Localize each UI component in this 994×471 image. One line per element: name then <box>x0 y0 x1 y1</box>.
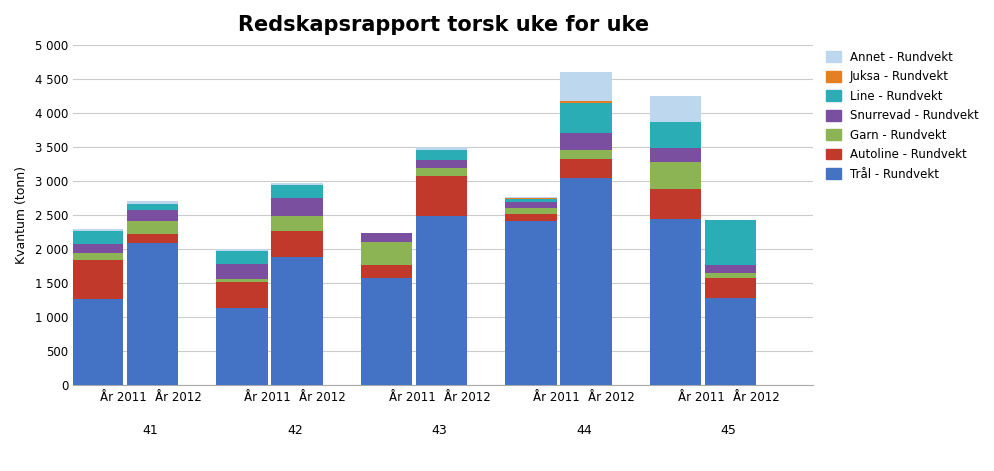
Bar <box>649 162 701 189</box>
Bar <box>72 231 123 244</box>
Bar <box>705 219 756 220</box>
Text: 44: 44 <box>577 424 592 437</box>
Bar <box>271 231 323 257</box>
Bar <box>505 214 557 220</box>
Bar <box>271 198 323 216</box>
Bar <box>505 197 557 198</box>
Bar <box>126 234 178 243</box>
Legend: Annet - Rundvekt, Juksa - Rundvekt, Line - Rundvekt, Snurrevad - Rundvekt, Garn : Annet - Rundvekt, Juksa - Rundvekt, Line… <box>826 51 979 181</box>
Bar <box>216 309 267 385</box>
Bar <box>560 159 611 178</box>
Bar <box>705 265 756 273</box>
Bar <box>560 104 611 133</box>
Bar <box>271 216 323 231</box>
Bar <box>271 257 323 385</box>
Bar <box>505 220 557 385</box>
Bar <box>415 216 467 385</box>
Bar <box>415 176 467 216</box>
Bar <box>560 72 611 101</box>
Bar <box>505 198 557 199</box>
Bar <box>126 243 178 385</box>
Text: 43: 43 <box>431 424 447 437</box>
Bar <box>649 148 701 162</box>
Bar <box>72 252 123 260</box>
Bar <box>415 160 467 168</box>
Bar <box>361 242 413 265</box>
Bar <box>72 300 123 385</box>
Bar <box>126 210 178 220</box>
Title: Redskapsrapport torsk uke for uke: Redskapsrapport torsk uke for uke <box>238 15 649 35</box>
Text: 41: 41 <box>143 424 158 437</box>
Bar <box>126 203 178 210</box>
Bar <box>361 265 413 278</box>
Y-axis label: Kvantum (tonn): Kvantum (tonn) <box>15 166 28 264</box>
Bar <box>560 101 611 104</box>
Bar <box>361 234 413 242</box>
Bar <box>271 185 323 198</box>
Bar <box>126 202 178 203</box>
Text: 45: 45 <box>721 424 737 437</box>
Bar <box>705 273 756 278</box>
Bar <box>505 202 557 208</box>
Bar <box>216 264 267 279</box>
Bar <box>649 189 701 219</box>
Bar <box>649 122 701 148</box>
Bar <box>415 150 467 160</box>
Bar <box>216 249 267 251</box>
Bar <box>216 251 267 264</box>
Bar <box>216 279 267 283</box>
Bar <box>415 168 467 176</box>
Bar <box>649 219 701 385</box>
Bar <box>126 220 178 234</box>
Bar <box>560 133 611 150</box>
Bar <box>705 278 756 298</box>
Bar <box>72 260 123 300</box>
Bar <box>415 147 467 150</box>
Bar <box>560 150 611 159</box>
Bar <box>72 244 123 252</box>
Bar <box>216 283 267 309</box>
Bar <box>505 199 557 202</box>
Bar <box>361 278 413 385</box>
Bar <box>505 208 557 214</box>
Bar <box>705 298 756 385</box>
Text: 42: 42 <box>287 424 303 437</box>
Bar <box>72 229 123 231</box>
Bar <box>560 178 611 385</box>
Bar <box>705 220 756 265</box>
Bar <box>271 183 323 185</box>
Bar <box>649 96 701 122</box>
